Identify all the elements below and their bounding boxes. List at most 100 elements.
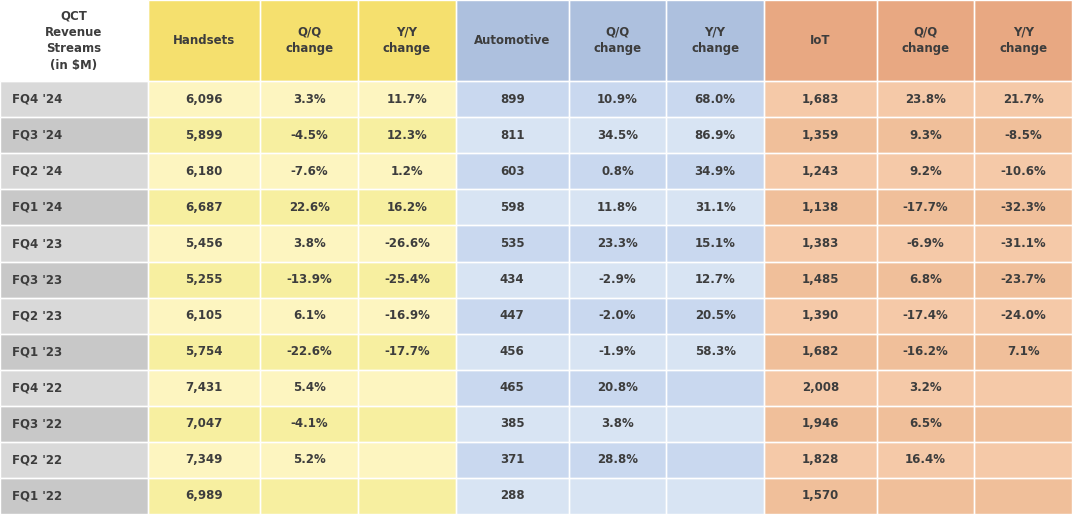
Bar — [568, 406, 666, 442]
Bar — [764, 190, 877, 226]
Bar — [877, 478, 974, 514]
Bar — [0, 190, 148, 226]
Bar — [764, 117, 877, 153]
Text: 12.7%: 12.7% — [695, 273, 735, 286]
Bar — [148, 334, 260, 370]
Bar — [666, 190, 764, 226]
Text: FQ1 '22: FQ1 '22 — [12, 489, 62, 503]
Text: 1,682: 1,682 — [802, 345, 839, 358]
Bar — [568, 117, 666, 153]
Bar — [764, 153, 877, 190]
Bar — [974, 117, 1072, 153]
Bar — [568, 81, 666, 117]
Bar — [764, 442, 877, 478]
Text: -8.5%: -8.5% — [1004, 129, 1042, 142]
Bar — [358, 117, 456, 153]
Bar — [974, 478, 1072, 514]
Bar — [260, 117, 358, 153]
Bar — [260, 442, 358, 478]
Bar — [764, 370, 877, 406]
Bar — [764, 298, 877, 334]
Bar — [568, 370, 666, 406]
Text: -17.4%: -17.4% — [903, 309, 949, 322]
Text: Handsets: Handsets — [173, 34, 235, 47]
Text: 3.8%: 3.8% — [293, 237, 326, 250]
Bar — [148, 406, 260, 442]
Bar — [666, 406, 764, 442]
Text: -25.4%: -25.4% — [384, 273, 430, 286]
Bar — [0, 334, 148, 370]
Bar — [974, 0, 1072, 81]
Bar — [974, 442, 1072, 478]
Text: FQ1 '23: FQ1 '23 — [12, 345, 62, 358]
Text: -16.2%: -16.2% — [903, 345, 949, 358]
Bar — [148, 370, 260, 406]
Text: 1,359: 1,359 — [802, 129, 839, 142]
Bar — [0, 478, 148, 514]
Text: -4.1%: -4.1% — [291, 417, 328, 430]
Bar — [260, 0, 358, 81]
Text: -23.7%: -23.7% — [1000, 273, 1046, 286]
Bar — [568, 153, 666, 190]
Text: 15.1%: 15.1% — [695, 237, 735, 250]
Bar — [568, 190, 666, 226]
Text: 6.1%: 6.1% — [293, 309, 326, 322]
Bar — [0, 117, 148, 153]
Bar — [666, 0, 764, 81]
Text: -24.0%: -24.0% — [1000, 309, 1046, 322]
Text: 1,946: 1,946 — [802, 417, 839, 430]
Bar — [148, 153, 260, 190]
Bar — [456, 117, 568, 153]
Bar — [260, 334, 358, 370]
Text: FQ3 '24: FQ3 '24 — [12, 129, 62, 142]
Text: 9.3%: 9.3% — [909, 129, 942, 142]
Text: 34.9%: 34.9% — [695, 165, 735, 178]
Bar — [148, 226, 260, 262]
Text: 6,989: 6,989 — [185, 489, 223, 503]
Text: 6,180: 6,180 — [185, 165, 223, 178]
Bar — [148, 0, 260, 81]
Text: 3.3%: 3.3% — [293, 93, 326, 106]
Bar — [974, 298, 1072, 334]
Text: 7,047: 7,047 — [185, 417, 223, 430]
Text: 899: 899 — [500, 93, 524, 106]
Bar — [568, 478, 666, 514]
Bar — [974, 190, 1072, 226]
Bar — [974, 262, 1072, 298]
Text: 6,096: 6,096 — [185, 93, 223, 106]
Text: -16.9%: -16.9% — [384, 309, 430, 322]
Bar — [358, 81, 456, 117]
Text: 811: 811 — [500, 129, 524, 142]
Text: 465: 465 — [500, 381, 524, 394]
Bar — [877, 190, 974, 226]
Text: 434: 434 — [500, 273, 524, 286]
Bar — [974, 153, 1072, 190]
Bar — [260, 190, 358, 226]
Bar — [0, 262, 148, 298]
Text: 7,349: 7,349 — [185, 453, 223, 466]
Text: IoT: IoT — [810, 34, 831, 47]
Bar — [666, 334, 764, 370]
Text: 6.8%: 6.8% — [909, 273, 942, 286]
Bar — [148, 81, 260, 117]
Text: 6.5%: 6.5% — [909, 417, 942, 430]
Text: FQ4 '24: FQ4 '24 — [12, 93, 62, 106]
Bar — [456, 334, 568, 370]
Text: 1,828: 1,828 — [802, 453, 839, 466]
Bar — [974, 406, 1072, 442]
Bar — [260, 226, 358, 262]
Text: 21.7%: 21.7% — [1002, 93, 1043, 106]
Bar — [764, 478, 877, 514]
Text: 5.4%: 5.4% — [293, 381, 326, 394]
Text: Automotive: Automotive — [474, 34, 550, 47]
Bar — [456, 406, 568, 442]
Text: 11.8%: 11.8% — [597, 201, 638, 214]
Text: FQ4 '23: FQ4 '23 — [12, 237, 62, 250]
Bar — [877, 334, 974, 370]
Text: 6,105: 6,105 — [185, 309, 223, 322]
Bar — [148, 190, 260, 226]
Text: Q/Q
change: Q/Q change — [902, 26, 950, 56]
Bar — [764, 406, 877, 442]
Text: 447: 447 — [500, 309, 524, 322]
Text: 16.4%: 16.4% — [905, 453, 946, 466]
